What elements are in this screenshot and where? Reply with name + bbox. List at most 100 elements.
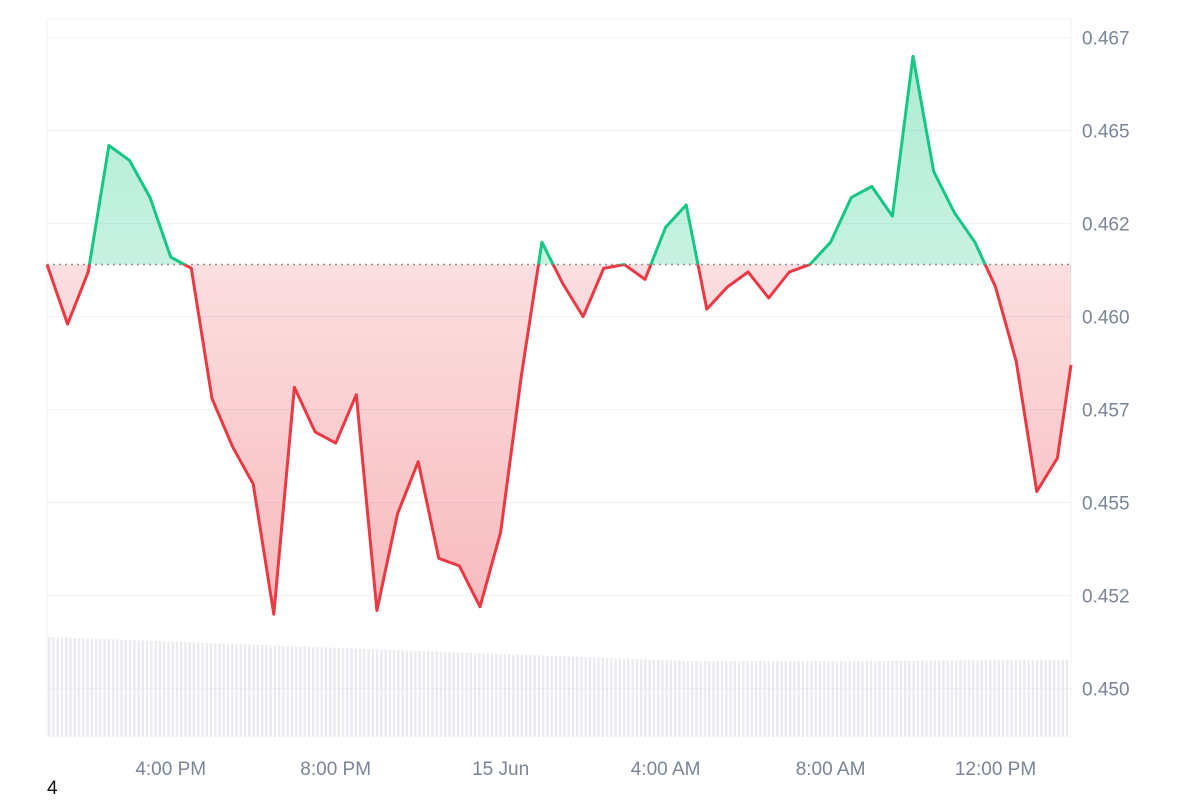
volume-bar [499, 653, 502, 737]
volume-bar [584, 657, 587, 737]
volume-bar [333, 647, 336, 737]
volume-bar [431, 651, 434, 737]
volume-bar [576, 656, 579, 737]
volume-bar [763, 661, 766, 737]
volume-bar [388, 649, 392, 737]
volume-bar [350, 648, 353, 737]
volume-bar [133, 640, 136, 737]
volume-bar [324, 647, 328, 737]
volume-bar [861, 661, 864, 737]
volume-bar [852, 661, 856, 737]
volume-bar [916, 660, 920, 737]
volume-bar [512, 654, 515, 737]
volume-bar [444, 651, 447, 737]
volume-bar [256, 644, 260, 737]
volume-bar [1057, 659, 1060, 737]
volume-bar [82, 638, 85, 737]
volume-bar [307, 646, 311, 737]
volume-bar [831, 661, 834, 737]
volume-bar [933, 660, 937, 737]
y-tick-label: 0.457 [1082, 401, 1130, 422]
volume-bar [260, 645, 264, 737]
volume-bar [955, 660, 958, 737]
volume-bar [733, 661, 736, 737]
volume-bar [635, 659, 639, 737]
x-tick-label: 8:00 AM [796, 759, 866, 780]
volume-bar [946, 660, 949, 737]
volume-bar [682, 660, 685, 737]
volume-bar [725, 661, 728, 737]
volume-bar [759, 661, 762, 737]
volume-bar [967, 660, 971, 737]
volume-bar [197, 642, 200, 737]
volume-bar [329, 647, 332, 737]
volume-bar [1023, 660, 1026, 737]
volume-bar [465, 652, 468, 737]
volume-bar [529, 655, 532, 737]
volume-bar [60, 637, 64, 737]
volume-bar [1048, 659, 1052, 737]
volume-bar [1001, 660, 1005, 737]
volume-bar [128, 640, 132, 737]
volume-bar [533, 655, 536, 737]
volume-bar [754, 661, 758, 737]
volume-bar [865, 661, 868, 737]
volume-bar [537, 655, 541, 737]
volume-bar [874, 660, 877, 737]
volume-bar [397, 650, 400, 737]
volume-bar [810, 661, 813, 737]
volume-bar [111, 639, 115, 737]
volume-bar [797, 661, 800, 737]
volume-bar [1014, 660, 1018, 737]
y-tick-label: 0.450 [1082, 680, 1130, 701]
volume-bar [439, 651, 443, 737]
volume-bar [294, 646, 298, 737]
volume-bar [976, 660, 979, 737]
volume-bar [1018, 660, 1022, 737]
volume-bar [771, 661, 775, 737]
volume-bar [737, 661, 741, 737]
volume-bar [426, 651, 430, 737]
volume-bar [367, 649, 370, 737]
volume-bar [490, 653, 494, 737]
x-tick-label: 4:00 PM [135, 759, 206, 780]
volume-bar [1031, 660, 1035, 737]
volume-bar [448, 652, 451, 737]
volume-bar [222, 643, 225, 737]
volume-bar [184, 642, 187, 737]
volume-bar [908, 660, 911, 737]
volume-bar [478, 653, 481, 737]
volume-bar [541, 655, 545, 737]
volume-bar [844, 661, 847, 737]
volume-bar [673, 660, 677, 737]
volume-bar [188, 642, 191, 737]
volume-bar [486, 653, 490, 737]
volume-bar [708, 661, 711, 737]
price-line [45, 54, 1073, 616]
volume-bar [950, 660, 954, 737]
volume-bar [56, 637, 59, 737]
volume-bar [899, 660, 903, 737]
volume-bar [214, 643, 217, 737]
volume-bar [1027, 660, 1030, 737]
volume-bar [469, 652, 472, 737]
volume-bar [243, 644, 247, 737]
volume-bar [959, 660, 962, 737]
volume-bar [720, 661, 724, 737]
volume-bar [818, 661, 822, 737]
volume-bar [277, 645, 281, 737]
volume-bar [627, 658, 630, 737]
volume-bar [984, 660, 988, 737]
y-tick-label: 0.452 [1082, 587, 1130, 608]
volume-bar [788, 661, 792, 737]
area-above-baseline [47, 56, 1071, 265]
volume-bar [669, 660, 673, 737]
y-tick-label: 0.460 [1082, 308, 1130, 329]
price-area [47, 56, 1071, 615]
volume-bar [997, 660, 1001, 737]
volume-bar [52, 637, 55, 737]
volume-bar [171, 641, 174, 737]
volume-bar [678, 660, 681, 737]
volume-bar [473, 653, 477, 737]
